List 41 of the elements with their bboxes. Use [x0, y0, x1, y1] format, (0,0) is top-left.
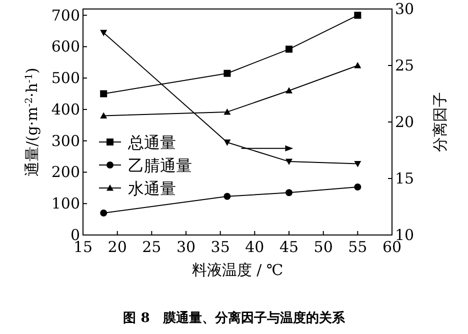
y-tick-label: 200	[51, 163, 80, 182]
y2-axis-title: 分离因子	[431, 92, 449, 152]
point	[354, 12, 362, 19]
point	[100, 30, 108, 36]
point	[286, 87, 292, 94]
y2-tick-label: 20	[395, 113, 414, 131]
y-tick-label: 400	[51, 100, 80, 118]
point	[286, 46, 292, 53]
y2-tick-label: 25	[395, 56, 414, 74]
x-tick-label: 25	[142, 238, 162, 256]
legend-label: 总通量	[127, 133, 176, 152]
y2-tick-label: 15	[395, 170, 414, 188]
y-tick-label: 300	[51, 132, 80, 150]
point	[286, 158, 292, 166]
x-axis-title: 料液温度 / ℃	[192, 261, 284, 279]
point	[100, 210, 108, 217]
point	[224, 108, 231, 115]
y-tick-label: 500	[51, 69, 80, 88]
x-tick-label: 55	[348, 238, 368, 256]
y-tick-label: 600	[51, 38, 80, 56]
point	[224, 140, 231, 146]
point	[224, 70, 231, 77]
point	[100, 90, 108, 98]
y-tick-label: 700	[51, 6, 80, 24]
point	[224, 192, 231, 200]
point	[354, 62, 362, 68]
y2-tick-label: 30	[395, 0, 414, 18]
point	[286, 189, 292, 196]
legend-label: 乙腈通量	[128, 156, 192, 175]
x-tick-label: 35	[210, 238, 230, 256]
y-tick-label: 100	[51, 194, 80, 213]
x-tick-label: 45	[279, 238, 299, 256]
x-tick-label: 30	[176, 238, 196, 256]
text: 图 8 膜通量、分离因子与温度的关系	[123, 310, 346, 326]
x-tick-label: 50	[314, 238, 333, 256]
point	[100, 112, 108, 119]
point	[354, 183, 362, 190]
legend-label: 水通量	[128, 179, 176, 198]
point	[354, 161, 362, 168]
x-tick-label: 20	[108, 238, 127, 256]
x-tick-label: 40	[245, 238, 264, 256]
